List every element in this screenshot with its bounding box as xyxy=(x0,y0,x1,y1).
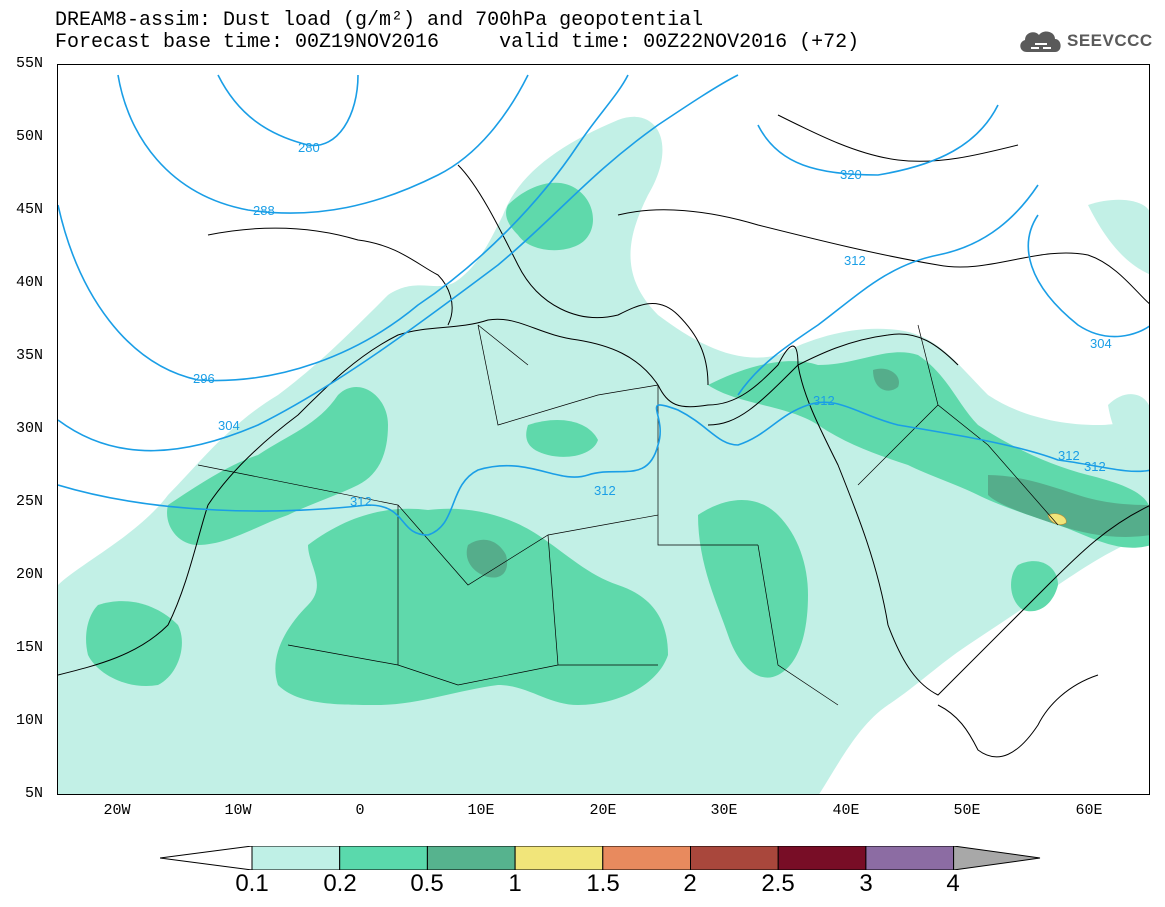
colorbar-label: 0.1 xyxy=(235,870,269,897)
dust-area xyxy=(1088,199,1149,275)
contour-296 xyxy=(58,74,629,382)
lon-label: 20W xyxy=(103,802,131,819)
colorbar-segment xyxy=(251,846,341,870)
dust-map: 280 288 296 304 312 312 312 312 312 320 … xyxy=(57,64,1150,795)
lat-label: 10N xyxy=(15,712,43,729)
contour-312-main xyxy=(58,401,1149,536)
contour-label: 280 xyxy=(298,140,320,155)
contour-label: 304 xyxy=(218,418,240,433)
colorbar-segment xyxy=(339,846,428,870)
contour-320 xyxy=(757,104,999,176)
colorbar-label: 1 xyxy=(508,870,522,897)
colorbar-right-arrow xyxy=(953,846,1041,870)
dust-area xyxy=(698,500,808,678)
coastline xyxy=(937,674,1099,758)
coastline xyxy=(58,318,1149,696)
dust-area xyxy=(873,368,899,391)
contour-288 xyxy=(117,74,529,214)
lon-label: 20E xyxy=(589,802,617,819)
contour-label: 312 xyxy=(1084,459,1106,474)
coastline xyxy=(457,164,709,386)
dust-layer-medium xyxy=(86,182,1149,705)
coastlines xyxy=(58,114,1149,758)
colorbar-segment xyxy=(602,846,691,870)
colorbar-label: 2 xyxy=(683,870,697,897)
dust-area-high xyxy=(1047,513,1067,525)
contour-labels: 280 288 296 304 312 312 312 312 312 320 … xyxy=(193,140,1112,509)
colorbar-segment xyxy=(426,846,516,870)
contour-304 xyxy=(58,74,739,452)
colorbar-label: 2.5 xyxy=(761,870,795,897)
lon-label: 0 xyxy=(355,802,365,819)
lon-label: 50E xyxy=(953,802,981,819)
contour-label: 312 xyxy=(1058,448,1080,463)
contour-label: 312 xyxy=(594,483,616,498)
coastline xyxy=(707,333,959,426)
map-canvas: 280 288 296 304 312 312 312 312 312 320 … xyxy=(58,74,1149,794)
lat-label: 15N xyxy=(15,639,43,656)
lat-label: 5N xyxy=(24,785,43,802)
lon-label: 30E xyxy=(710,802,738,819)
coastline xyxy=(207,227,453,326)
lat-label: 30N xyxy=(15,420,43,437)
border xyxy=(857,324,1059,526)
dust-area xyxy=(86,601,182,686)
contour-label: 320 xyxy=(840,167,862,182)
contour-label: 296 xyxy=(193,371,215,386)
contour-label: 304 xyxy=(1090,336,1112,351)
colorbar-segment xyxy=(865,846,955,870)
lat-label: 20N xyxy=(15,566,43,583)
logo-text: SEEVCCC xyxy=(1067,31,1153,50)
colorbar-label: 0.5 xyxy=(410,870,444,897)
country-borders xyxy=(197,324,1059,706)
contour-label: 312 xyxy=(844,253,866,268)
contour-304-east xyxy=(1027,214,1149,338)
dust-area xyxy=(1011,561,1058,612)
colorbar-left-arrow xyxy=(160,846,253,870)
border xyxy=(197,385,758,666)
colorbar-label: 0.2 xyxy=(323,870,357,897)
contour-280 xyxy=(217,74,359,147)
contour-312-north xyxy=(737,184,1039,396)
colorbar-label: 1.5 xyxy=(586,870,620,897)
contour-label: 312 xyxy=(350,494,372,509)
dust-area xyxy=(466,539,508,578)
dust-area xyxy=(275,508,668,705)
lat-label: 55N xyxy=(15,55,43,72)
seevccc-logo: SEEVCCC xyxy=(1017,24,1153,58)
lon-label: 10E xyxy=(467,802,495,819)
dust-area xyxy=(1108,394,1149,457)
border xyxy=(287,544,839,706)
dust-area xyxy=(526,420,598,457)
dust-area xyxy=(506,182,593,251)
coastline xyxy=(777,114,1019,162)
geopotential-contours xyxy=(58,74,1149,536)
contour-label: 312 xyxy=(813,393,835,408)
colorbar-segment xyxy=(690,846,779,870)
contour-label: 288 xyxy=(253,203,275,218)
lon-label: 10W xyxy=(224,802,252,819)
colorbar-label: 3 xyxy=(859,870,873,897)
lon-label: 60E xyxy=(1075,802,1103,819)
lat-label: 35N xyxy=(15,347,43,364)
cloud-logo-icon xyxy=(1020,31,1061,52)
map-title: DREAM8-assim: Dust load (g/m²) and 700hP… xyxy=(55,9,704,32)
colorbar-label: 4 xyxy=(946,870,960,897)
lat-label: 25N xyxy=(15,493,43,510)
colorbar-segment xyxy=(777,846,867,870)
forecast-time-line: Forecast base time: 00Z19NOV2016 valid t… xyxy=(55,31,860,54)
lat-label: 45N xyxy=(15,201,43,218)
lat-label: 50N xyxy=(15,128,43,145)
dust-area xyxy=(167,386,388,545)
coastline xyxy=(617,209,1149,304)
lat-label: 40N xyxy=(15,274,43,291)
border xyxy=(477,324,659,426)
lon-label: 40E xyxy=(832,802,860,819)
colorbar-segment xyxy=(514,846,604,870)
colorbar xyxy=(160,846,1041,870)
